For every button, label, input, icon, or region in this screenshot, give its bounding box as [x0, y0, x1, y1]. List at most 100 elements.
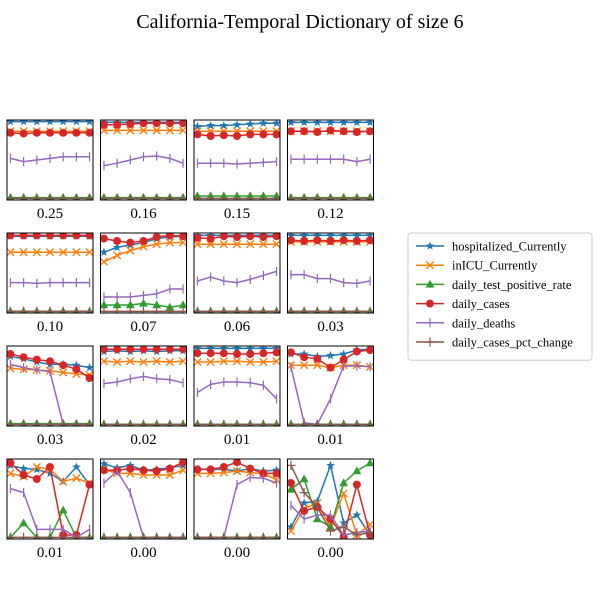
- data-point: [272, 469, 280, 478]
- data-point: [206, 357, 215, 367]
- series-daily_cases: [194, 459, 280, 478]
- subplot-frame: [6, 232, 94, 314]
- data-point: [139, 242, 148, 251]
- data-point: [232, 240, 242, 249]
- data-point: [232, 346, 242, 353]
- data-point: [139, 466, 148, 475]
- legend-frame: [407, 232, 593, 361]
- data-point: [179, 459, 187, 467]
- subplot-panel: 0.01: [6, 458, 94, 561]
- data-point: [219, 357, 228, 366]
- series-daily_cases_pct_change: [287, 306, 374, 313]
- data-point: [152, 532, 162, 539]
- subplot-panel: 0.10: [6, 232, 94, 335]
- data-point: [72, 360, 81, 369]
- data-point: [100, 346, 108, 354]
- series-inICU_Currently: [100, 357, 187, 367]
- data-point: [165, 470, 175, 480]
- data-point: [71, 532, 81, 539]
- data-point: [312, 419, 322, 426]
- data-point: [58, 306, 68, 313]
- subplot-frame: [6, 458, 94, 540]
- subplot-label: 0.06: [224, 319, 251, 335]
- data-point: [232, 193, 242, 200]
- subplot-label: 0.10: [37, 319, 63, 335]
- series-daily_cases: [287, 346, 374, 372]
- subplot-label: 0.03: [37, 432, 63, 448]
- data-point: [352, 510, 362, 519]
- data-point: [232, 306, 242, 313]
- data-point: [245, 193, 255, 200]
- data-point: [326, 233, 335, 240]
- data-point: [85, 128, 93, 137]
- data-point: [112, 419, 122, 426]
- data-point: [85, 248, 93, 257]
- data-point: [272, 240, 280, 249]
- data-point: [46, 233, 54, 240]
- series-daily_cases_pct_change: [287, 460, 374, 539]
- data-point: [300, 237, 309, 245]
- subplot-panel: 0.03: [6, 345, 94, 448]
- data-point: [32, 419, 42, 426]
- data-point: [152, 300, 162, 309]
- data-point: [46, 128, 54, 137]
- data-point: [32, 532, 42, 539]
- data-point: [152, 126, 161, 135]
- data-point: [32, 248, 41, 257]
- data-point: [352, 306, 362, 313]
- series-daily_cases_pct_change: [7, 193, 93, 200]
- data-point: [45, 532, 55, 539]
- subplot-panel: 0.06: [193, 232, 281, 335]
- data-point: [366, 346, 374, 354]
- series-daily_cases_pct_change: [100, 419, 187, 426]
- subplot-panel: 0.07: [100, 232, 187, 335]
- data-point: [72, 233, 81, 240]
- series-daily_cases: [7, 350, 93, 382]
- data-point: [339, 522, 349, 532]
- legend-label: daily_deaths: [452, 316, 515, 330]
- data-point: [46, 463, 54, 471]
- data-point: [178, 238, 187, 247]
- data-point: [100, 247, 109, 256]
- subplot-label: 0.01: [224, 432, 250, 448]
- data-point: [206, 132, 215, 140]
- legend-entry: daily_deaths: [416, 316, 515, 330]
- data-point: [299, 306, 309, 313]
- data-point: [126, 238, 135, 247]
- data-point: [313, 354, 322, 363]
- series-daily_cases_pct_change: [7, 419, 93, 426]
- data-point: [287, 348, 295, 357]
- data-point: [19, 306, 29, 313]
- data-point: [59, 368, 68, 377]
- series-daily_deaths: [196, 157, 278, 169]
- data-point: [112, 242, 122, 252]
- data-point: [165, 306, 175, 313]
- data-point: [287, 236, 295, 245]
- subplot-label: 0.00: [224, 545, 250, 561]
- legend-entry: daily_cases: [416, 297, 510, 311]
- data-point: [100, 126, 109, 135]
- data-point: [72, 462, 81, 471]
- subplot-label: 0.00: [317, 545, 343, 561]
- data-point: [19, 193, 29, 200]
- data-point: [352, 128, 361, 136]
- data-point: [7, 350, 15, 358]
- data-point: [219, 419, 229, 426]
- data-point: [152, 240, 161, 249]
- subplot-label: 0.00: [130, 545, 156, 561]
- data-point: [233, 459, 241, 467]
- subplot-panel: 0.12: [287, 119, 374, 222]
- data-point: [245, 306, 255, 313]
- data-point: [125, 300, 135, 309]
- data-point: [125, 419, 135, 426]
- data-point: [139, 298, 148, 307]
- data-point: [313, 236, 322, 245]
- data-point: [245, 120, 255, 128]
- data-point: [165, 302, 175, 311]
- data-point: [100, 300, 109, 309]
- data-point: [206, 349, 215, 358]
- data-point: [45, 120, 55, 126]
- legend-label: inICU_Currently: [452, 259, 538, 273]
- data-point: [165, 464, 174, 473]
